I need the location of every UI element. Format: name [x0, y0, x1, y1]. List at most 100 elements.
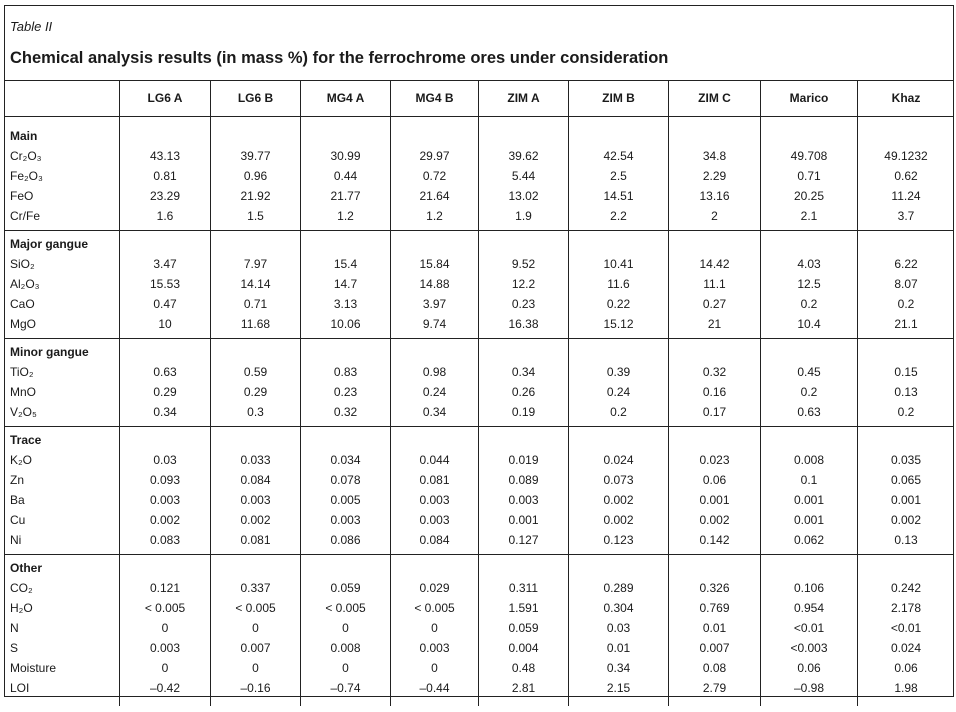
- cell-value: 2.5: [568, 166, 668, 186]
- empty-cell: [119, 339, 210, 342]
- cell-value: ZIM A: [478, 81, 568, 116]
- cell-value: 21.64: [390, 186, 478, 206]
- empty-cell: [390, 558, 478, 578]
- empty-cell: [760, 234, 857, 254]
- empty-cell: [568, 339, 668, 342]
- cell-value: 0.002: [568, 510, 668, 530]
- empty-cell: [478, 427, 568, 430]
- empty-cell: [760, 334, 857, 338]
- row-label: TiO₂: [10, 365, 34, 379]
- cell-value: 12.2: [478, 274, 568, 294]
- empty-cell: [4, 81, 119, 116]
- table-row: S 0.003 0.007 0.008 0.003 0.004 0.01 0.007 <0.00…: [4, 638, 954, 658]
- cell-value: 14.42: [668, 254, 760, 274]
- cell-value: 2.79: [668, 678, 760, 698]
- cell-value: 0.24: [568, 382, 668, 402]
- cell-value: 0.106: [760, 578, 857, 598]
- row-label: Trace: [10, 433, 42, 447]
- cell-value: MG4 A: [300, 81, 390, 116]
- empty-cell: [300, 226, 390, 230]
- cell-value: 0.086: [300, 530, 390, 550]
- empty-cell: [760, 339, 857, 342]
- cell-value: 0.59: [210, 362, 300, 382]
- empty-cell: [668, 698, 760, 706]
- empty-cell: [760, 226, 857, 230]
- empty-cell: [857, 117, 954, 126]
- cell-value: 0.001: [478, 510, 568, 530]
- cell-value: 0.002: [857, 510, 954, 530]
- row-label: Cu: [10, 513, 26, 527]
- cell-value: 0: [119, 618, 210, 638]
- empty-cell: [210, 226, 300, 230]
- cell-value: 0.23: [478, 294, 568, 314]
- table-title: Chemical analysis results (in mass %) fo…: [10, 49, 669, 67]
- cell-value: 0.32: [300, 402, 390, 422]
- cell-value: 0.059: [300, 578, 390, 598]
- cell-value: 0: [390, 658, 478, 678]
- empty-cell: [668, 339, 760, 342]
- empty-cell: [760, 427, 857, 430]
- cell-value: 0.63: [760, 402, 857, 422]
- empty-cell: [119, 555, 210, 558]
- empty-cell: [119, 427, 210, 430]
- empty-cell: [300, 234, 390, 254]
- cell-value: 0.081: [210, 530, 300, 550]
- cell-value: 0: [300, 618, 390, 638]
- cell-value: –0.42: [119, 678, 210, 698]
- cell-value: < 0.005: [119, 598, 210, 618]
- cell-value: LG6 B: [210, 81, 300, 116]
- cell-value: 0.63: [119, 362, 210, 382]
- row-label: FeO: [10, 189, 34, 203]
- cell-value: 21: [668, 314, 760, 334]
- section-minor-gangue: Minor gangue TiO₂ 0.63 0.59 0.83 0.98 0.34 0.39…: [4, 339, 954, 427]
- cell-value: 0.2: [568, 402, 668, 422]
- cell-value: 0.001: [760, 510, 857, 530]
- empty-cell: [760, 422, 857, 426]
- empty-cell: [668, 550, 760, 554]
- cell-value: 0.078: [300, 470, 390, 490]
- section-main: Main Cr₂O₃ 43.13 39.77 30.99 29.97 39.62 42.54 3…: [4, 117, 954, 231]
- empty-cell: [568, 550, 668, 554]
- spacer: [4, 422, 954, 426]
- empty-cell: [857, 558, 954, 578]
- cell-value: 0.003: [390, 638, 478, 658]
- cell-value: 49.1232: [857, 146, 954, 166]
- empty-cell: [478, 550, 568, 554]
- empty-cell: [119, 231, 210, 234]
- cell-value: 0: [390, 618, 478, 638]
- empty-cell: [668, 334, 760, 338]
- cell-value: 0.06: [668, 470, 760, 490]
- cell-value: 0.03: [119, 450, 210, 470]
- cell-value: 15.53: [119, 274, 210, 294]
- cell-value: 2.81: [478, 678, 568, 698]
- spacer: [4, 231, 954, 234]
- cell-value: 0.17: [668, 402, 760, 422]
- empty-cell: [210, 558, 300, 578]
- empty-cell: [119, 422, 210, 426]
- spacer: [4, 550, 954, 554]
- empty-cell: [210, 342, 300, 362]
- table-row: N 0 0 0 0 0.059 0.03 0.01 <0.01 <0.01: [4, 618, 954, 638]
- cell-value: 0.26: [478, 382, 568, 402]
- cell-value: 0.019: [478, 450, 568, 470]
- empty-cell: [478, 558, 568, 578]
- empty-cell: [4, 117, 119, 126]
- cell-value: 0.008: [300, 638, 390, 658]
- cell-value: 0.769: [668, 598, 760, 618]
- empty-cell: [300, 339, 390, 342]
- empty-cell: [390, 555, 478, 558]
- cell-value: 4.03: [760, 254, 857, 274]
- empty-cell: [300, 427, 390, 430]
- table-row: Cr/Fe 1.6 1.5 1.2 1.2 1.9 2.2 2 2.1 3.7: [4, 206, 954, 226]
- cell-value: 0.002: [568, 490, 668, 510]
- empty-cell: [390, 430, 478, 450]
- table-row: Ba 0.003 0.003 0.005 0.003 0.003 0.002 0.001 0.0…: [4, 490, 954, 510]
- empty-cell: [857, 334, 954, 338]
- cell-value: 0.32: [668, 362, 760, 382]
- cell-value: 0.1: [760, 470, 857, 490]
- empty-cell: [390, 422, 478, 426]
- empty-cell: [210, 334, 300, 338]
- cell-value: 3.7: [857, 206, 954, 226]
- empty-cell: [760, 342, 857, 362]
- cell-value: 0.16: [668, 382, 760, 402]
